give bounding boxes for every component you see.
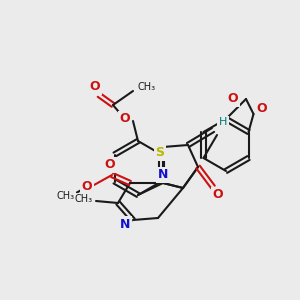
Text: CH₃: CH₃ [57, 191, 75, 201]
Text: O: O [213, 188, 223, 202]
Text: O: O [82, 181, 92, 194]
Text: CH₃: CH₃ [138, 82, 156, 92]
Text: N: N [158, 169, 168, 182]
Text: O: O [228, 92, 238, 106]
Text: S: S [155, 146, 164, 160]
Text: CH₃: CH₃ [75, 194, 93, 204]
Text: N: N [120, 218, 130, 230]
Text: O: O [105, 158, 115, 172]
Text: O: O [120, 112, 130, 125]
Text: H: H [219, 117, 227, 127]
Text: O: O [256, 103, 267, 116]
Text: O: O [90, 80, 100, 94]
